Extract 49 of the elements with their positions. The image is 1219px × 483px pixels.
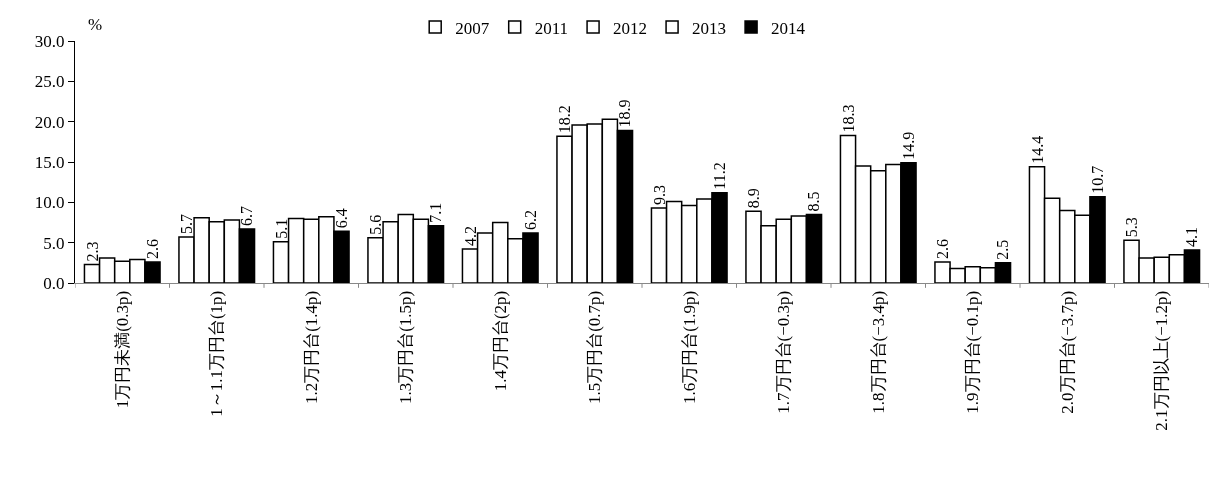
data-label: 5.7	[178, 214, 196, 235]
data-label: 18.3	[839, 104, 857, 133]
x-tick-label: 1.6万円台(1.9p)	[679, 290, 699, 405]
data-label: 10.7	[1088, 165, 1106, 194]
x-tick-label: 1.4万円台(2p)	[490, 290, 510, 392]
data-label: 18.2	[556, 105, 574, 134]
data-label: 6.4	[332, 208, 350, 229]
x-tick-label: 1.5万円台(0.7p)	[585, 290, 605, 405]
x-tick-label: 1.2万円台(1.4p)	[301, 290, 321, 405]
y-tick-label: 0.0	[43, 273, 65, 293]
y-tick-label: 20.0	[34, 112, 65, 132]
x-tick-label: 1～1.1万円台(1p)	[207, 290, 227, 417]
y-tick-label: 30.0	[34, 31, 65, 51]
legend-label: 2011	[534, 18, 569, 38]
legend-label: 2007	[455, 18, 490, 38]
y-tick-label: 5.0	[43, 233, 65, 253]
x-tick-label: 1.3万円台(1.5p)	[396, 290, 416, 405]
data-label: 4.1	[1183, 226, 1201, 247]
data-label: 9.3	[650, 184, 668, 205]
data-label: 6.7	[238, 205, 256, 226]
x-tick-label: 1.9万円台(−0.1p)	[963, 290, 983, 414]
data-label: 2.6	[934, 239, 952, 260]
legend-label: 2013	[692, 18, 727, 38]
data-label: 4.2	[461, 226, 479, 247]
data-label: 5.6	[367, 214, 385, 235]
x-tick-label: 2.1万円以上(−1.2p)	[1152, 290, 1172, 431]
data-label: 14.4	[1028, 135, 1046, 164]
data-label: 5.3	[1123, 217, 1141, 238]
data-label: 8.9	[745, 188, 763, 209]
data-label: 5.1	[272, 218, 290, 239]
y-tick-label: 15.0	[34, 152, 65, 172]
data-label: 2.5	[994, 239, 1012, 260]
y-tick-label: 10.0	[34, 193, 65, 213]
x-tick-label: 1.8万円台(−3.4p)	[868, 290, 888, 414]
legend-label: 2012	[613, 18, 648, 38]
x-tick-label: 2.0万円台(−3.7p)	[1057, 290, 1077, 414]
y-tick-label: 25.0	[34, 72, 65, 92]
data-label: 14.9	[899, 131, 917, 160]
legend-label: 2014	[771, 18, 806, 38]
data-label: 7.1	[427, 202, 445, 223]
data-label: 2.3	[83, 241, 101, 262]
y-axis-title: %	[88, 15, 103, 34]
data-label: 6.2	[521, 209, 539, 230]
data-label: 2.6	[143, 239, 161, 260]
data-label: 11.2	[710, 162, 728, 190]
x-tick-label: 1万円未満(0.3p)	[112, 290, 132, 409]
data-label: 18.9	[616, 99, 634, 128]
data-label: 8.5	[805, 191, 823, 212]
x-tick-label: 1.7万円台(−0.3p)	[774, 290, 794, 414]
